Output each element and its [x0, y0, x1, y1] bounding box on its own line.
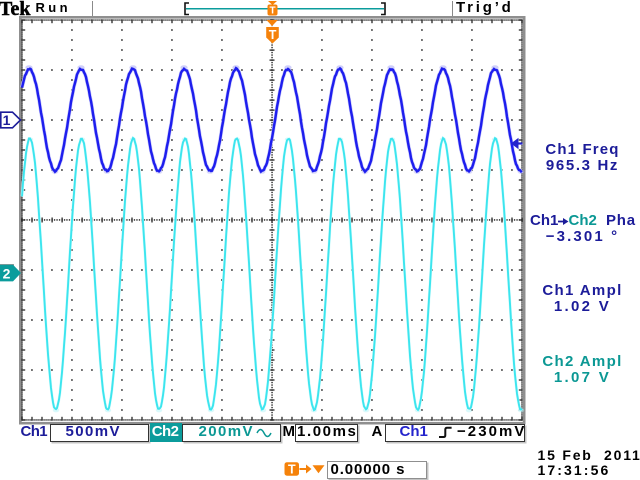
svg-text:T: T [269, 28, 277, 42]
svg-text:2: 2 [3, 266, 11, 282]
svg-text:T: T [288, 462, 296, 476]
svg-text:1: 1 [3, 112, 11, 128]
svg-text:T: T [269, 6, 275, 17]
